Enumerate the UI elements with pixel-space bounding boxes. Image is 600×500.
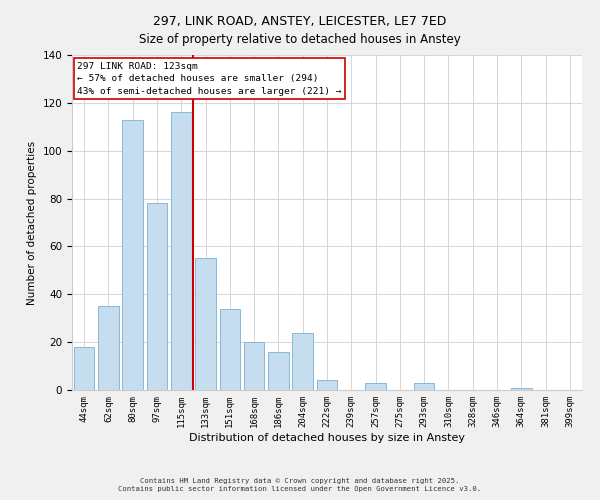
- Bar: [292, 332, 313, 390]
- Bar: [317, 380, 337, 390]
- Bar: [171, 112, 191, 390]
- Bar: [74, 347, 94, 390]
- Y-axis label: Number of detached properties: Number of detached properties: [27, 140, 37, 304]
- Bar: [195, 258, 216, 390]
- Text: Contains HM Land Registry data © Crown copyright and database right 2025.
Contai: Contains HM Land Registry data © Crown c…: [118, 478, 482, 492]
- Bar: [511, 388, 532, 390]
- Bar: [98, 306, 119, 390]
- Bar: [365, 383, 386, 390]
- Bar: [122, 120, 143, 390]
- Bar: [414, 383, 434, 390]
- Bar: [220, 308, 240, 390]
- Text: 297 LINK ROAD: 123sqm
← 57% of detached houses are smaller (294)
43% of semi-det: 297 LINK ROAD: 123sqm ← 57% of detached …: [77, 62, 341, 96]
- Bar: [244, 342, 265, 390]
- Bar: [268, 352, 289, 390]
- Bar: [146, 204, 167, 390]
- Text: Size of property relative to detached houses in Anstey: Size of property relative to detached ho…: [139, 32, 461, 46]
- X-axis label: Distribution of detached houses by size in Anstey: Distribution of detached houses by size …: [189, 432, 465, 442]
- Text: 297, LINK ROAD, ANSTEY, LEICESTER, LE7 7ED: 297, LINK ROAD, ANSTEY, LEICESTER, LE7 7…: [154, 15, 446, 28]
